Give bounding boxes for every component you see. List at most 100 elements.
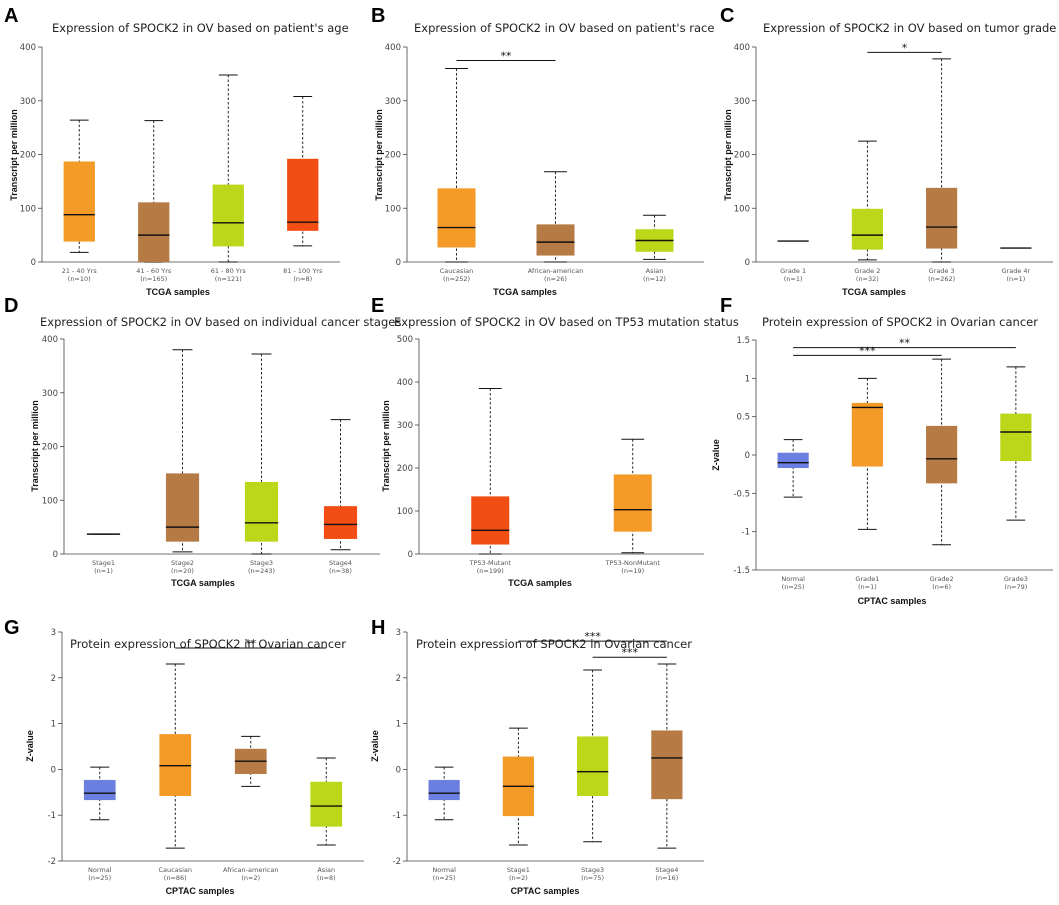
- significance-label: ***: [622, 646, 639, 659]
- box-body: [138, 202, 170, 262]
- box-0: [777, 439, 809, 498]
- panel-F: F Protein expression of SPOCK2 in Ovarian…: [711, 295, 1053, 606]
- y-axis-label: Transcript per million: [723, 109, 733, 201]
- category-count: (n=199): [477, 567, 504, 575]
- box-3: [1000, 366, 1032, 521]
- category-count: (n=243): [248, 567, 275, 575]
- y-tick-label: 200: [734, 151, 750, 161]
- box-body: [310, 781, 343, 827]
- chart-title: Protein expression of SPOCK2 in Ovarian …: [762, 315, 1038, 329]
- category-label: Stage1: [92, 559, 115, 567]
- box-0: [428, 766, 460, 821]
- box-1: [851, 140, 883, 261]
- box-body: [437, 188, 476, 248]
- category-label: Stage2: [171, 559, 194, 567]
- y-tick-label: 500: [397, 335, 413, 345]
- y-tick-label: 0: [396, 258, 401, 268]
- category-label: African-american: [528, 267, 583, 275]
- box-body: [63, 161, 95, 242]
- category-count: (n=25): [433, 874, 456, 882]
- box-2: [635, 214, 674, 260]
- box-2: [244, 353, 279, 555]
- y-tick-label: 0: [51, 765, 56, 775]
- y-tick-label: 300: [397, 421, 413, 431]
- x-axis-label: TCGA samples: [171, 578, 235, 588]
- y-tick-label: 0: [53, 550, 58, 560]
- y-tick-label: 0: [396, 765, 401, 775]
- category-count: (n=26): [544, 275, 567, 283]
- panel-B: B Expression of SPOCK2 in OV based on pat…: [371, 5, 714, 297]
- category-count: (n=6): [932, 583, 951, 591]
- category-label: Grade3: [1004, 575, 1028, 583]
- category-label: Grade 1: [780, 267, 806, 275]
- category-count: (n=165): [140, 275, 167, 283]
- y-tick-label: 200: [385, 151, 401, 161]
- y-tick-label: 300: [734, 97, 750, 107]
- box-1: [851, 377, 883, 530]
- box-0: [471, 387, 510, 555]
- x-axis-label: TCGA samples: [508, 578, 572, 588]
- box-body: [851, 402, 883, 467]
- panel-letter: C: [720, 5, 734, 27]
- chart-title: Expression of SPOCK2 in OV based on indi…: [40, 315, 401, 329]
- chart-title: Expression of SPOCK2 in OV based on pati…: [414, 21, 714, 35]
- box-0: [83, 766, 116, 821]
- panel-letter: E: [371, 295, 384, 317]
- significance-label: *: [902, 41, 908, 54]
- category-count: (n=79): [1004, 583, 1027, 591]
- y-tick-label: 0: [408, 550, 413, 560]
- y-tick-label: 1: [745, 374, 750, 384]
- category-label: Normal: [781, 575, 805, 583]
- category-count: (n=1): [784, 275, 803, 283]
- category-label: Asian: [317, 866, 335, 874]
- category-label: Stage4: [655, 866, 678, 874]
- box-1: [536, 171, 575, 263]
- y-axis-label: Z-value: [370, 730, 380, 762]
- category-label: Grade1: [855, 575, 879, 583]
- y-tick-label: -2: [393, 857, 401, 867]
- category-label: Grade 3: [929, 267, 955, 275]
- y-tick-label: 400: [734, 43, 750, 53]
- y-tick-label: 200: [42, 443, 58, 453]
- y-tick-label: 0: [31, 258, 36, 268]
- category-label: Grade 2: [854, 267, 880, 275]
- panel-G: G Protein expression of SPOCK2 in Ovarian…: [4, 617, 364, 896]
- x-axis-label: CPTAC samples: [511, 886, 580, 896]
- box-body: [471, 496, 510, 545]
- category-label: TP53-NonMutant: [605, 559, 661, 567]
- category-label: Grade 4r: [1002, 267, 1031, 275]
- y-tick-label: 1: [51, 720, 56, 730]
- category-count: (n=20): [171, 567, 194, 575]
- category-label: Normal: [432, 866, 456, 874]
- category-label: TP53-Mutant: [469, 559, 512, 567]
- y-tick-label: 1: [396, 720, 401, 730]
- y-tick-label: 100: [385, 204, 401, 214]
- category-label: 41 - 60 Yrs: [136, 267, 172, 275]
- box-body: [287, 158, 319, 231]
- category-count: (n=2): [509, 874, 528, 882]
- box-1: [159, 663, 192, 849]
- x-axis-label: TCGA samples: [493, 287, 557, 297]
- chart-title: Expression of SPOCK2 in OV based on TP53…: [394, 315, 739, 329]
- panel-C: C Expression of SPOCK2 in OV based on tum…: [720, 5, 1056, 297]
- category-count: (n=1): [1006, 275, 1025, 283]
- box-2: [234, 735, 267, 787]
- box-body: [428, 779, 460, 801]
- panel-letter: G: [4, 617, 20, 639]
- category-label: 61 - 80 Yrs: [211, 267, 247, 275]
- x-axis-label: CPTAC samples: [166, 886, 235, 896]
- category-count: (n=1): [858, 583, 877, 591]
- y-tick-label: -1: [393, 811, 401, 821]
- box-2: [926, 358, 958, 546]
- category-label: Caucasian: [159, 866, 193, 874]
- category-label: Stage1: [507, 866, 530, 874]
- panel-letter: B: [371, 5, 385, 27]
- y-axis-label: Transcript per million: [381, 400, 391, 492]
- category-count: (n=2): [241, 874, 260, 882]
- y-tick-label: 100: [20, 204, 36, 214]
- category-count: (n=25): [782, 583, 805, 591]
- panel-A: A Expression of SPOCK2 in OV based on pat…: [4, 5, 349, 297]
- y-tick-label: 200: [397, 464, 413, 474]
- box-0: [63, 119, 95, 253]
